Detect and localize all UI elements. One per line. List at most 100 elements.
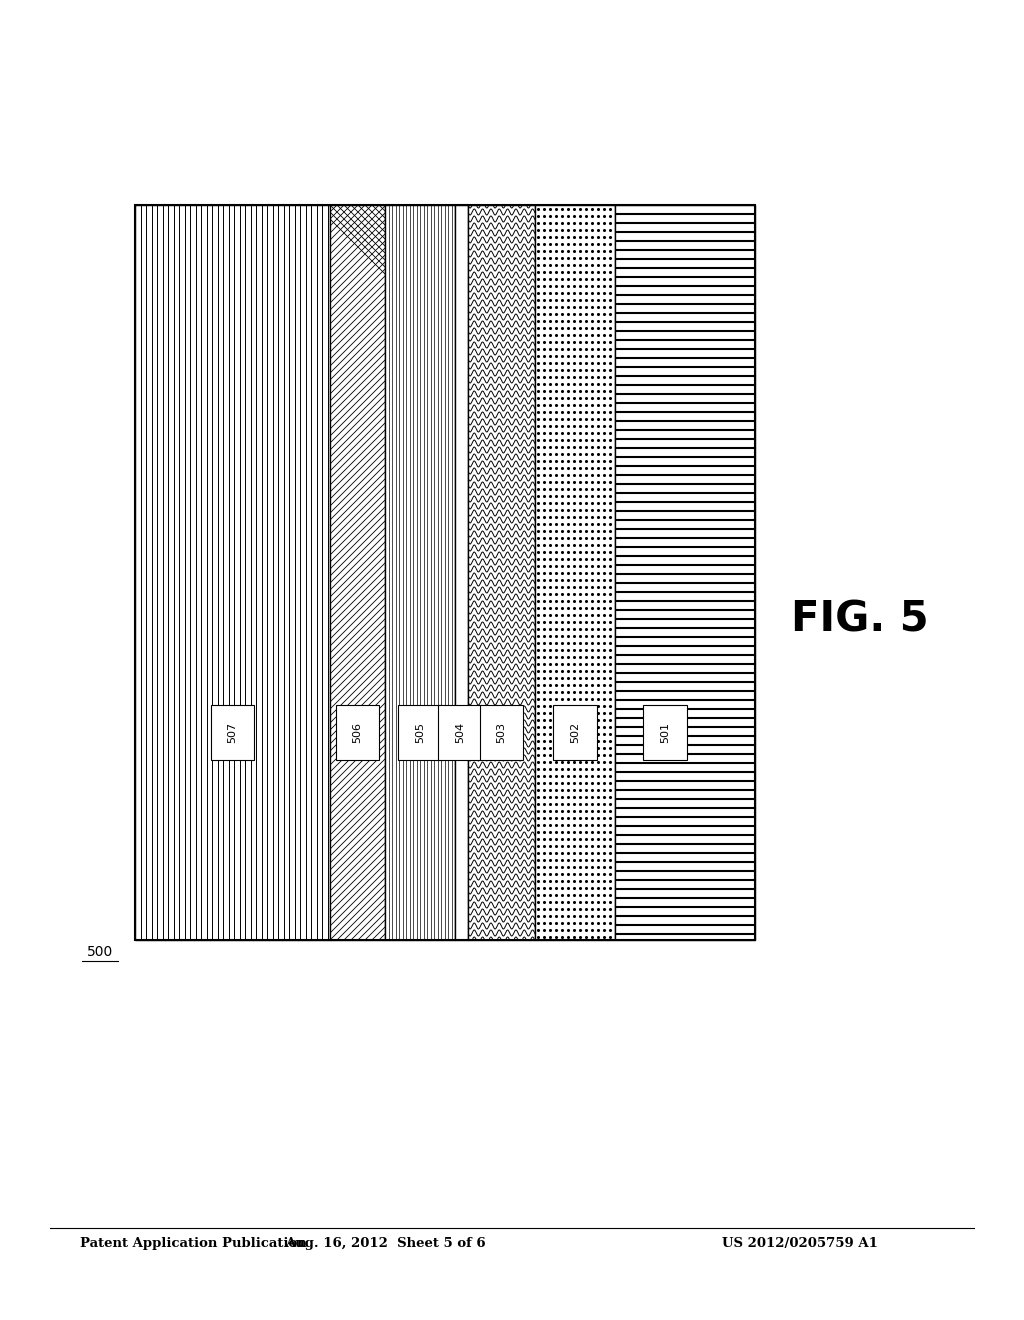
- Point: [602, 387, 618, 408]
- Point: [529, 198, 546, 219]
- Point: [548, 463, 564, 484]
- Point: [548, 436, 564, 457]
- Point: [602, 422, 618, 444]
- Point: [584, 219, 600, 240]
- Point: [584, 751, 600, 772]
- Point: [578, 401, 594, 422]
- Point: [578, 331, 594, 352]
- Point: [584, 605, 600, 626]
- Point: [548, 709, 564, 730]
- Point: [596, 766, 612, 787]
- Point: [584, 576, 600, 597]
- Point: [542, 275, 558, 296]
- Point: [596, 562, 612, 583]
- Point: [536, 533, 552, 554]
- Point: [548, 681, 564, 702]
- Point: [529, 618, 546, 639]
- Point: [548, 450, 564, 471]
- Point: [554, 709, 570, 730]
- Point: [596, 758, 612, 779]
- Point: [584, 471, 600, 492]
- Point: [584, 213, 600, 234]
- Point: [566, 492, 583, 513]
- Point: [566, 436, 583, 457]
- Point: [602, 898, 618, 919]
- Point: [554, 702, 570, 723]
- Point: [590, 401, 606, 422]
- Point: [529, 639, 546, 660]
- Point: [578, 723, 594, 744]
- Point: [554, 506, 570, 527]
- Point: [602, 484, 618, 506]
- Point: [554, 849, 570, 870]
- Point: [596, 605, 612, 626]
- Point: [584, 828, 600, 849]
- Point: [584, 807, 600, 828]
- Point: [578, 393, 594, 414]
- Point: [554, 444, 570, 465]
- Point: [578, 618, 594, 639]
- Point: [590, 393, 606, 414]
- Point: [536, 484, 552, 506]
- Point: [548, 800, 564, 821]
- Point: [542, 393, 558, 414]
- Point: [590, 450, 606, 471]
- Point: [584, 310, 600, 331]
- Point: [536, 906, 552, 927]
- Point: [602, 836, 618, 857]
- Point: [566, 554, 583, 576]
- Point: [566, 213, 583, 234]
- Point: [566, 513, 583, 535]
- Point: [548, 842, 564, 863]
- Point: [548, 213, 564, 234]
- Point: [554, 569, 570, 590]
- Point: [571, 590, 588, 611]
- Point: [554, 681, 570, 702]
- Point: [578, 198, 594, 219]
- Point: [560, 912, 577, 933]
- Point: [536, 345, 552, 366]
- Point: [578, 758, 594, 779]
- Point: [596, 268, 612, 289]
- Point: [536, 785, 552, 807]
- Point: [602, 457, 618, 478]
- Point: [571, 380, 588, 401]
- Point: [602, 667, 618, 688]
- Point: [560, 715, 577, 737]
- Point: [566, 855, 583, 876]
- Point: [548, 730, 564, 751]
- Point: [560, 282, 577, 304]
- Point: [529, 296, 546, 317]
- Point: [542, 898, 558, 919]
- Point: [584, 331, 600, 352]
- Point: [578, 282, 594, 304]
- Point: [560, 870, 577, 891]
- Point: [584, 906, 600, 927]
- Point: [536, 387, 552, 408]
- Point: [590, 387, 606, 408]
- Point: [596, 366, 612, 387]
- Point: [554, 380, 570, 401]
- Point: [596, 688, 612, 709]
- Point: [536, 374, 552, 395]
- Point: [560, 527, 577, 548]
- Point: [560, 374, 577, 395]
- Point: [536, 240, 552, 261]
- Point: [560, 675, 577, 696]
- Point: [590, 338, 606, 359]
- Point: [554, 414, 570, 436]
- Point: [584, 527, 600, 548]
- Point: [602, 275, 618, 296]
- Point: [578, 785, 594, 807]
- Point: [536, 359, 552, 380]
- Point: [560, 408, 577, 429]
- Point: [590, 855, 606, 876]
- Point: [548, 317, 564, 338]
- Point: [536, 660, 552, 681]
- Point: [554, 842, 570, 863]
- Point: [548, 576, 564, 597]
- Point: [590, 471, 606, 492]
- Point: [584, 268, 600, 289]
- Point: [542, 884, 558, 906]
- Bar: [615, 205, 755, 940]
